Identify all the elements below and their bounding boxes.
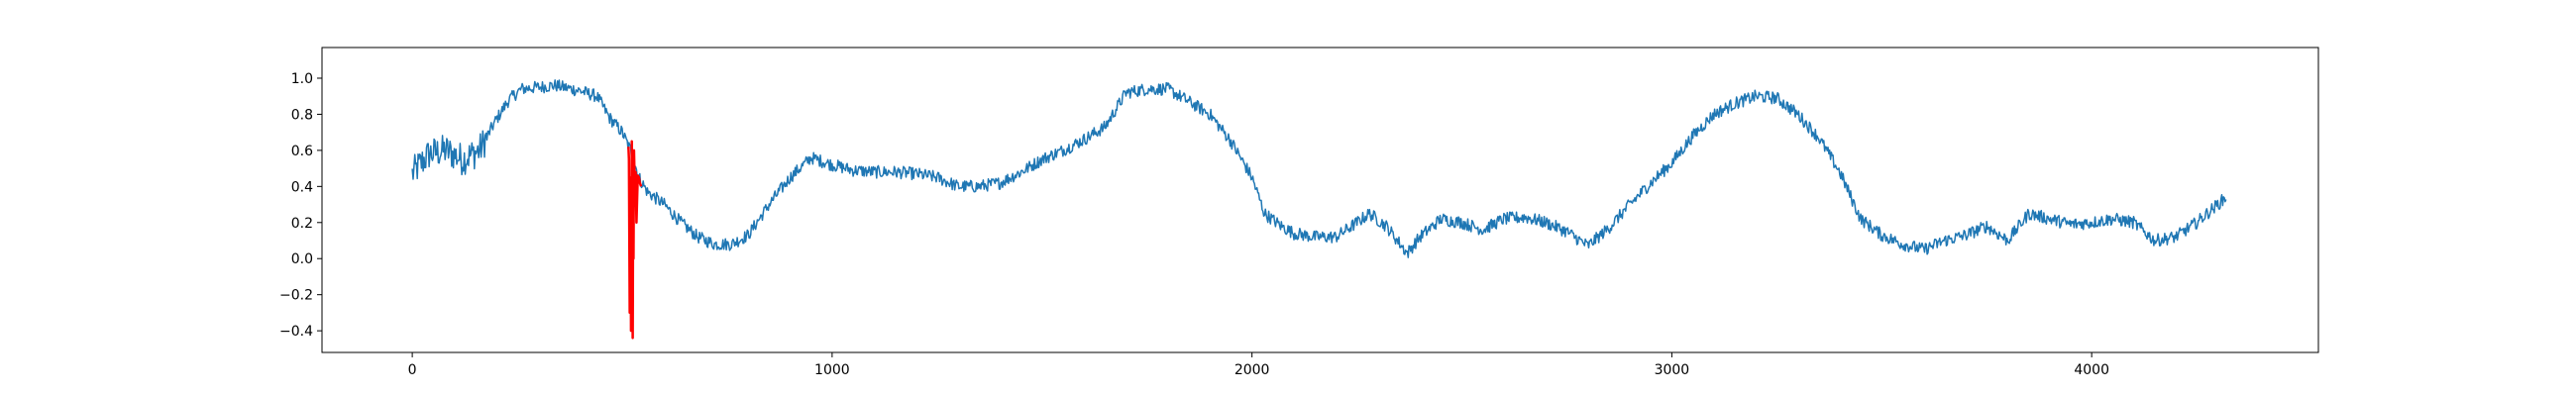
y-tick-label: 0.4 (291, 179, 313, 195)
y-tick-label: −0.2 (279, 288, 313, 304)
axes-layer: 0 1000 2000 3000 4000 −0.4 −0.2 0.0 0.2 0.4 0.6 0.8… (279, 71, 2109, 378)
series-layer (411, 79, 2227, 340)
x-tick-label: 1000 (814, 362, 850, 378)
x-tick-label: 2000 (1234, 362, 1270, 378)
series-line-1 (627, 140, 643, 340)
y-tick-label: 0.6 (291, 144, 313, 159)
y-tick-label: 0.0 (291, 251, 313, 267)
y-tick-label: −0.4 (279, 324, 313, 340)
y-tick-label: 0.8 (291, 107, 313, 123)
series-line-0 (411, 79, 2227, 258)
y-tick-label: 1.0 (291, 71, 313, 87)
plot-area (322, 48, 2318, 352)
y-tick-label: 0.2 (291, 216, 313, 232)
plot-frame (321, 47, 2319, 353)
x-tick-label: 0 (408, 362, 417, 378)
x-tick-label: 3000 (1655, 362, 1690, 378)
x-tick-label: 4000 (2074, 362, 2109, 378)
